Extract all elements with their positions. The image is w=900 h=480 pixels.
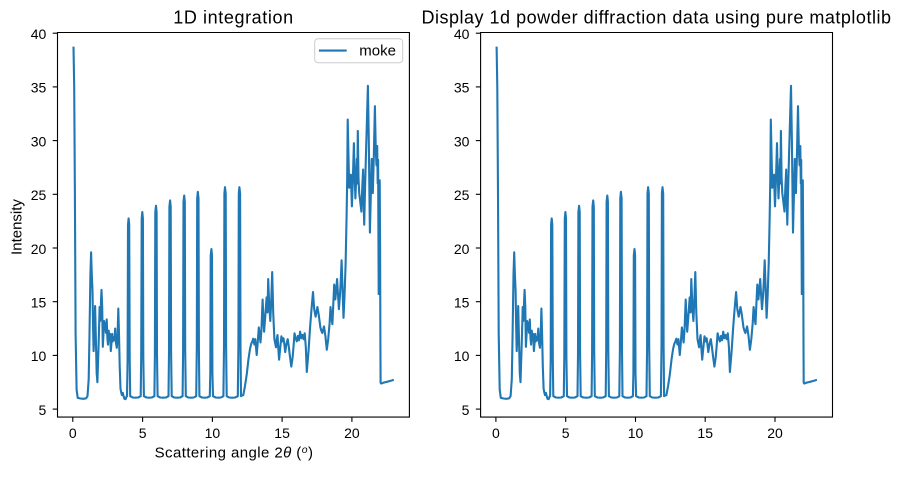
- svg-text:moke: moke: [359, 42, 396, 59]
- svg-text:0: 0: [492, 425, 500, 441]
- svg-text:15: 15: [454, 295, 470, 311]
- svg-text:25: 25: [454, 187, 470, 203]
- svg-text:15: 15: [697, 425, 713, 441]
- svg-text:20: 20: [31, 241, 47, 257]
- svg-text:30: 30: [31, 133, 47, 149]
- svg-text:35: 35: [31, 80, 47, 96]
- svg-text:25: 25: [31, 187, 47, 203]
- svg-text:10: 10: [628, 425, 644, 441]
- svg-text:15: 15: [274, 425, 290, 441]
- svg-text:30: 30: [454, 133, 470, 149]
- svg-text:5: 5: [139, 425, 147, 441]
- svg-text:5: 5: [39, 402, 47, 418]
- svg-text:5: 5: [462, 402, 470, 418]
- svg-text:10: 10: [31, 348, 47, 364]
- svg-text:10: 10: [454, 348, 470, 364]
- svg-text:20: 20: [454, 241, 470, 257]
- svg-text:40: 40: [454, 26, 470, 42]
- svg-text:Scattering angle 2θ (o): Scattering angle 2θ (o): [155, 444, 314, 462]
- svg-text:15: 15: [31, 295, 47, 311]
- svg-text:35: 35: [454, 80, 470, 96]
- svg-text:Display 1d powder diffraction: Display 1d powder diffraction data using…: [422, 8, 892, 28]
- svg-text:5: 5: [562, 425, 570, 441]
- svg-text:20: 20: [344, 425, 360, 441]
- svg-text:1D integration: 1D integration: [173, 8, 293, 28]
- svg-text:40: 40: [31, 26, 47, 42]
- svg-text:20: 20: [767, 425, 783, 441]
- svg-text:10: 10: [205, 425, 221, 441]
- svg-text:0: 0: [69, 425, 77, 441]
- svg-text:Intensity: Intensity: [9, 199, 26, 255]
